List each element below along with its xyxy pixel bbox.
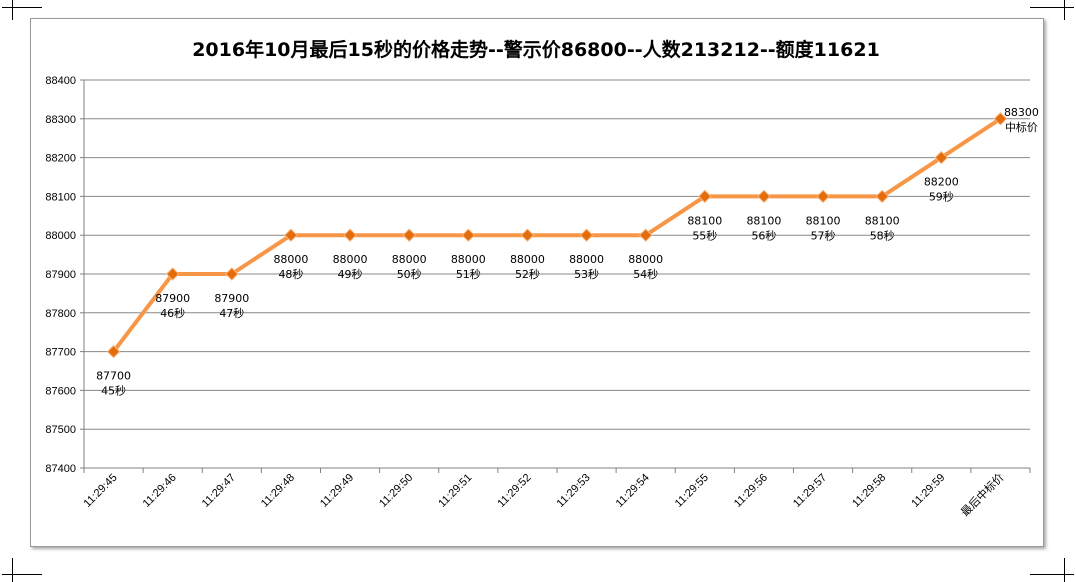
data-label-second: 52秒 bbox=[515, 267, 540, 281]
data-label-value: 88000 bbox=[628, 253, 663, 266]
data-point-marker bbox=[520, 228, 535, 242]
x-tick-label: 11:29:59 bbox=[909, 472, 947, 510]
x-tick-label: 11:29:46 bbox=[141, 472, 179, 510]
data-label-value: 88100 bbox=[865, 214, 900, 227]
data-label-value: 88300 bbox=[1004, 106, 1039, 119]
data-label-second: 58秒 bbox=[870, 228, 895, 242]
x-tick-label: 11:29:54 bbox=[614, 472, 652, 510]
data-point-marker bbox=[343, 228, 357, 242]
data-label-second: 57秒 bbox=[811, 228, 836, 242]
crop-mark-top-left-h bbox=[2, 7, 42, 8]
data-label-value: 88000 bbox=[273, 253, 308, 266]
y-tick-label: 88400 bbox=[45, 75, 76, 87]
x-axis: 11:29:45 11:29:46 11:29:47 11:29:48 11:29:49… bbox=[81, 468, 1031, 519]
data-label-second: 48秒 bbox=[278, 267, 303, 281]
data-label-value: 87700 bbox=[96, 370, 131, 383]
x-tick-label: 11:29:58 bbox=[850, 472, 888, 510]
data-point-marker bbox=[816, 189, 830, 204]
data-label-value: 88100 bbox=[806, 214, 841, 227]
y-tick-label: 88000 bbox=[45, 230, 76, 242]
data-point-marker bbox=[875, 189, 889, 204]
series-line-group bbox=[111, 116, 1003, 354]
x-tick-label: 11:29:53 bbox=[554, 472, 592, 510]
data-label-second: 56秒 bbox=[751, 228, 776, 242]
data-label-group: 8770045秒8790046秒8790047秒8800048秒8800049秒… bbox=[96, 106, 1039, 398]
data-label-second: 中标价 bbox=[1005, 120, 1038, 134]
y-tick-label: 87800 bbox=[45, 308, 76, 320]
data-point-marker bbox=[165, 267, 180, 281]
data-point-marker bbox=[284, 228, 298, 242]
data-label-value: 88000 bbox=[392, 253, 427, 266]
chart-frame bbox=[30, 18, 1044, 547]
y-axis: 87400 87500 87600 87700 87800 87900 88000 88100… bbox=[45, 75, 85, 475]
data-point-marker bbox=[934, 150, 949, 165]
data-point-marker bbox=[993, 112, 1008, 126]
data-point-marker bbox=[638, 228, 653, 242]
x-tick-label: 11:29:48 bbox=[259, 472, 297, 510]
crop-mark-bottom-right-h bbox=[1030, 574, 1074, 575]
data-label-value: 88000 bbox=[333, 253, 368, 266]
data-label-second: 47秒 bbox=[219, 306, 244, 320]
marker-group bbox=[106, 112, 1008, 359]
series-line bbox=[111, 116, 1003, 354]
data-label-second: 53秒 bbox=[574, 267, 599, 281]
data-label-second: 55秒 bbox=[692, 228, 717, 242]
y-tick-label: 88200 bbox=[45, 153, 76, 165]
y-tick-label: 87900 bbox=[45, 269, 76, 281]
x-tick-label: 最后中标价 bbox=[958, 470, 1007, 519]
y-tick-label: 88100 bbox=[45, 191, 76, 203]
data-label-second: 54秒 bbox=[633, 267, 658, 281]
crop-mark-top-right-h bbox=[1030, 7, 1074, 8]
y-tick-label: 87400 bbox=[45, 463, 76, 475]
data-label-value: 87900 bbox=[214, 292, 249, 305]
data-label-value: 88100 bbox=[746, 214, 781, 227]
y-tick-label: 87600 bbox=[45, 385, 76, 397]
data-point-marker bbox=[106, 344, 121, 359]
data-point-marker bbox=[698, 189, 712, 204]
crop-mark-bottom-left-v bbox=[12, 558, 13, 582]
data-label-second: 45秒 bbox=[101, 384, 126, 398]
data-point-marker bbox=[579, 228, 594, 242]
x-tick-label: 11:29:51 bbox=[436, 472, 474, 510]
y-tick-label: 88300 bbox=[45, 114, 76, 126]
data-label-value: 88100 bbox=[687, 214, 722, 227]
x-tick-label: 11:29:45 bbox=[81, 472, 119, 510]
data-label-value: 88200 bbox=[924, 176, 959, 189]
crop-mark-top-left-v bbox=[12, 0, 13, 20]
data-label-second: 49秒 bbox=[338, 267, 363, 281]
x-tick-label: 11:29:55 bbox=[673, 472, 711, 510]
data-point-marker bbox=[757, 189, 771, 204]
y-tick-label: 87700 bbox=[45, 347, 76, 359]
data-label-value: 88000 bbox=[569, 253, 604, 266]
x-tick-label: 11:29:47 bbox=[200, 472, 238, 510]
x-tick-label: 11:29:50 bbox=[377, 472, 415, 510]
x-tick-label: 11:29:49 bbox=[318, 472, 356, 510]
data-label-second: 59秒 bbox=[929, 190, 954, 204]
data-point-marker bbox=[461, 228, 476, 242]
data-label-second: 50秒 bbox=[397, 267, 422, 281]
x-tick-label: 11:29:57 bbox=[791, 472, 829, 510]
data-label-value: 87900 bbox=[155, 292, 190, 305]
crop-mark-top-right-v bbox=[1064, 0, 1065, 20]
crop-mark-bottom-left-h bbox=[2, 574, 42, 575]
y-tick-label: 87500 bbox=[45, 424, 76, 436]
data-label-second: 46秒 bbox=[160, 306, 185, 320]
data-point-marker bbox=[225, 267, 239, 281]
data-label-value: 88000 bbox=[510, 253, 545, 266]
crop-mark-bottom-right-v bbox=[1064, 558, 1065, 582]
data-point-marker bbox=[402, 228, 416, 242]
chart-title: 2016年10月最后15秒的价格走势--警示价86800--人数213212--… bbox=[192, 38, 880, 61]
x-tick-label: 11:29:52 bbox=[495, 472, 533, 510]
data-label-value: 88000 bbox=[451, 253, 486, 266]
data-label-second: 51秒 bbox=[456, 267, 481, 281]
x-tick-label: 11:29:56 bbox=[732, 472, 770, 510]
